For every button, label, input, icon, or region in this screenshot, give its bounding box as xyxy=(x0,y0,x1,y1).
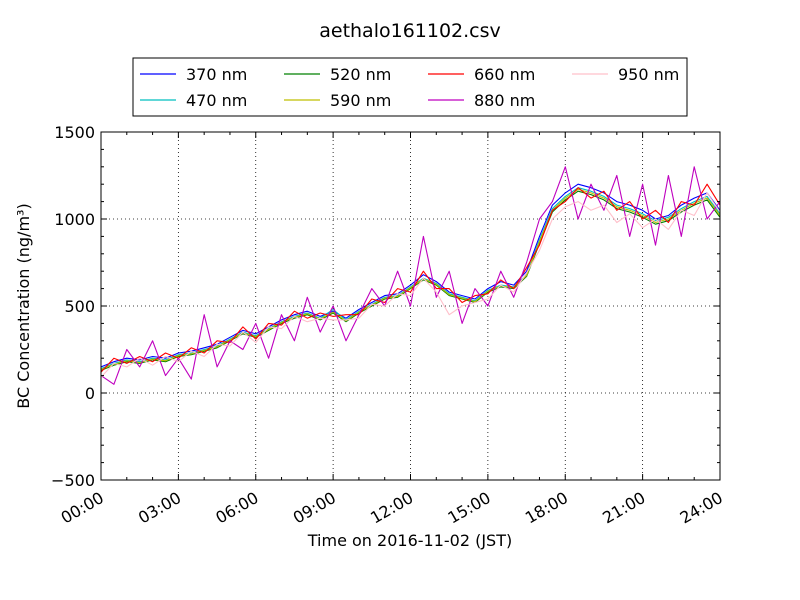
series-line-5 xyxy=(100,183,721,373)
legend-entry-label: 520 nm xyxy=(330,65,391,84)
y-axis-label: BC Concentration (ng/m³) xyxy=(14,203,33,408)
axis-ticks xyxy=(100,131,721,481)
x-tick-label: 09:00 xyxy=(290,488,339,528)
series-line-6 xyxy=(100,166,721,385)
y-tick-label: 1500 xyxy=(54,123,95,142)
x-tick-label: 18:00 xyxy=(522,488,571,528)
x-tick-label: 21:00 xyxy=(599,488,648,528)
legend-entry-label: 880 nm xyxy=(474,91,535,110)
x-tick-label: 12:00 xyxy=(367,488,416,528)
series-line-4 xyxy=(100,188,721,371)
x-tick-label: 03:00 xyxy=(135,488,184,528)
legend: 370 nm 470 nm 520 nm 590 nm 660 nm 880 nm 950 … xyxy=(132,57,688,117)
plot-series-group xyxy=(100,166,721,385)
legend-entry-label: 660 nm xyxy=(474,65,535,84)
legend-entry-label: 370 nm xyxy=(186,65,247,84)
y-tick-label: 0 xyxy=(85,384,95,403)
legend-box xyxy=(132,57,688,117)
x-axis-label: Time on 2016-11-02 (JST) xyxy=(307,531,512,550)
series-line-2 xyxy=(100,187,721,370)
x-tick-label: 06:00 xyxy=(212,488,261,528)
x-tick-label: 00:00 xyxy=(58,488,107,528)
legend-entry-label: 950 nm xyxy=(618,65,679,84)
x-tick-label: 24:00 xyxy=(677,488,726,528)
legend-entry-label: 470 nm xyxy=(186,91,247,110)
series-line-3 xyxy=(100,190,721,371)
y-tick-label: −500 xyxy=(51,471,95,490)
chart-title: aethalo161102.csv xyxy=(319,20,501,42)
legend-entry-label: 590 nm xyxy=(330,91,391,110)
x-tick-label: 15:00 xyxy=(444,488,493,528)
x-axis-tick-labels: 00:00 03:00 06:00 09:00 12:00 15:00 18:00 21:00… xyxy=(58,488,726,528)
y-axis-tick-labels: −500 0 500 1000 1500 xyxy=(51,123,95,490)
y-tick-label: 500 xyxy=(64,297,95,316)
series-line-7 xyxy=(100,192,721,378)
y-tick-label: 1000 xyxy=(54,210,95,229)
series-line-1 xyxy=(100,183,721,368)
